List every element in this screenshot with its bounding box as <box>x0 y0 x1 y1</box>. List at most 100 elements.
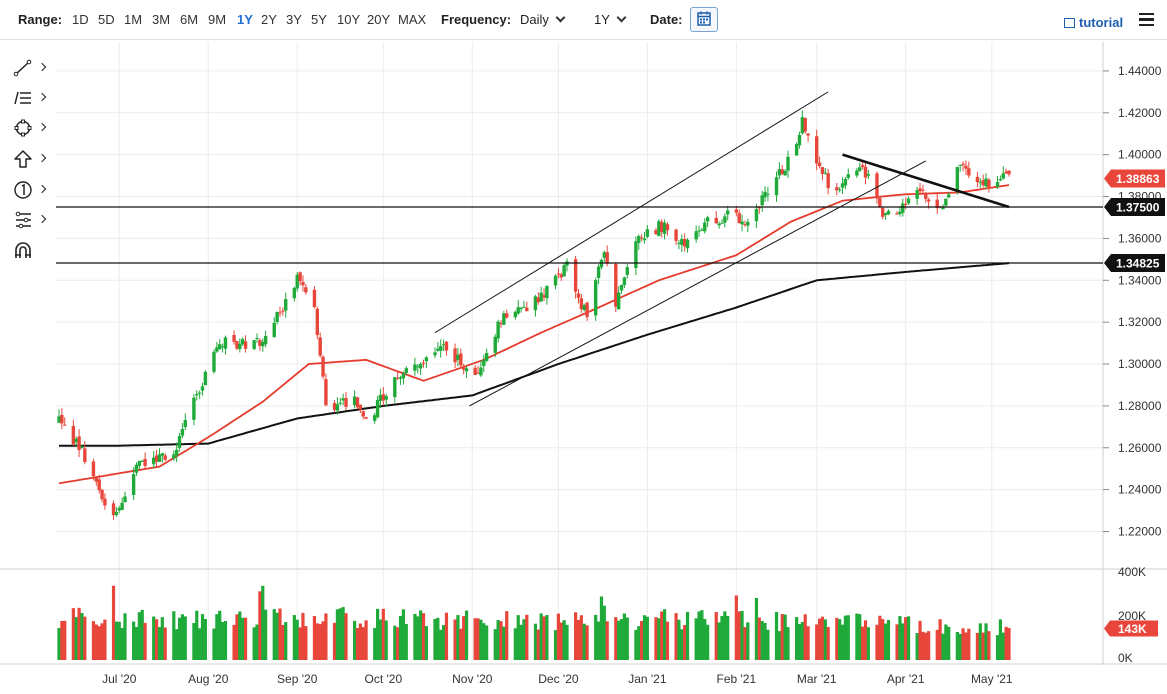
candle-body <box>344 398 348 407</box>
candle-body <box>473 367 477 376</box>
volume-bar <box>203 618 207 660</box>
volume-bar <box>574 612 578 660</box>
range-9m[interactable]: 9M <box>208 12 227 27</box>
volume-bar <box>413 613 417 660</box>
candle-body <box>619 284 624 291</box>
fib-tool[interactable] <box>10 86 50 110</box>
candle-body <box>238 343 242 350</box>
volume-bar <box>786 627 790 660</box>
candle-body <box>720 222 724 224</box>
range-6m[interactable]: 6M <box>180 12 199 27</box>
range-20y[interactable]: 20Y <box>367 12 391 27</box>
candle-body <box>881 207 885 217</box>
annotation-tool[interactable] <box>10 178 50 202</box>
volume-bar <box>855 613 859 660</box>
volume-bar <box>198 628 202 660</box>
line-tool[interactable] <box>10 56 50 80</box>
volume-bar <box>947 626 951 660</box>
volume-bar <box>519 624 523 660</box>
candle-body <box>232 335 236 342</box>
candle-body <box>947 194 951 198</box>
candle-body <box>152 457 156 465</box>
range-3m[interactable]: 3M <box>152 12 171 27</box>
candle-body <box>111 503 116 516</box>
candle-body <box>384 396 388 400</box>
fib-tool-icon <box>14 91 31 105</box>
candle-body <box>774 177 779 196</box>
magnet-tool[interactable] <box>10 238 50 262</box>
volume-bar <box>783 614 787 660</box>
volume-bar <box>602 605 606 660</box>
volume-bar <box>746 622 750 660</box>
range-1d[interactable]: 1D <box>72 12 89 27</box>
frequency-select[interactable]: Daily <box>520 12 566 28</box>
date-picker-button[interactable] <box>690 7 718 32</box>
candle-body <box>361 411 365 417</box>
trendline-channel-upper <box>434 91 829 334</box>
range-1y[interactable]: 1Y <box>237 12 253 27</box>
volume-bar <box>143 622 147 660</box>
range-1m[interactable]: 1M <box>124 12 143 27</box>
pitchfork-tool[interactable] <box>10 208 50 232</box>
arrow-tool[interactable] <box>10 147 50 171</box>
range-max[interactable]: MAX <box>398 12 427 27</box>
candle-body <box>421 362 426 364</box>
candle-body <box>338 402 342 404</box>
price-tick-label: 1.34000 <box>1118 273 1162 287</box>
shape-tool[interactable] <box>10 116 50 140</box>
volume-bar <box>553 630 558 660</box>
candle-body <box>941 206 945 210</box>
volume-bar <box>757 617 761 660</box>
range-2y[interactable]: 2Y <box>261 12 277 27</box>
volume-bar <box>800 622 804 660</box>
candle-body <box>625 267 629 275</box>
volume-bar <box>177 617 182 660</box>
period-select[interactable]: 1Y <box>594 12 627 28</box>
volume-bar <box>542 616 546 660</box>
candle-body <box>80 447 84 449</box>
volume-bar <box>424 626 428 660</box>
volume-bar <box>298 627 302 660</box>
volume-bar <box>241 617 245 660</box>
candle-body <box>395 377 400 379</box>
candle-body <box>243 341 248 349</box>
line-tool-icon <box>13 59 32 77</box>
candle-body <box>519 307 523 310</box>
candle-body <box>352 396 357 406</box>
volume-bar <box>341 607 345 660</box>
price-tick-label: 1.22000 <box>1118 525 1162 539</box>
candle-body <box>493 336 497 353</box>
candle-body <box>103 498 107 506</box>
range-5d[interactable]: 5D <box>98 12 115 27</box>
volume-bar <box>806 626 810 660</box>
shape-tool-icon <box>14 119 32 137</box>
menu-button[interactable] <box>1139 13 1154 27</box>
volume-bar <box>978 623 982 660</box>
volume-bar <box>904 617 908 660</box>
volume-bar <box>103 619 107 660</box>
volume-bar <box>766 629 770 660</box>
candle-body <box>218 344 222 350</box>
arrow-tool-icon <box>14 150 32 168</box>
tutorial-link[interactable]: tutorial <box>1064 15 1123 30</box>
price-tick-label: 1.36000 <box>1118 231 1162 245</box>
pitchfork-tool-icon <box>15 211 31 229</box>
time-tick-label: Jul '20 <box>102 672 137 686</box>
volume-bar <box>685 611 690 660</box>
volume-bar <box>100 623 104 660</box>
candle-body <box>562 265 566 277</box>
volume-bar <box>502 626 506 660</box>
volume-bar <box>883 623 888 660</box>
range-5y[interactable]: 5Y <box>311 12 327 27</box>
candle-body <box>898 211 902 215</box>
candle-body <box>502 313 506 325</box>
price-tick-label: 1.30000 <box>1118 357 1162 371</box>
candle-body <box>476 372 480 374</box>
range-10y[interactable]: 10Y <box>337 12 361 27</box>
volume-bar <box>777 631 781 660</box>
price-tick-label: 1.24000 <box>1118 483 1162 497</box>
volume-bar <box>539 613 543 660</box>
volume-bar <box>886 620 891 660</box>
range-3y[interactable]: 3Y <box>286 12 302 27</box>
